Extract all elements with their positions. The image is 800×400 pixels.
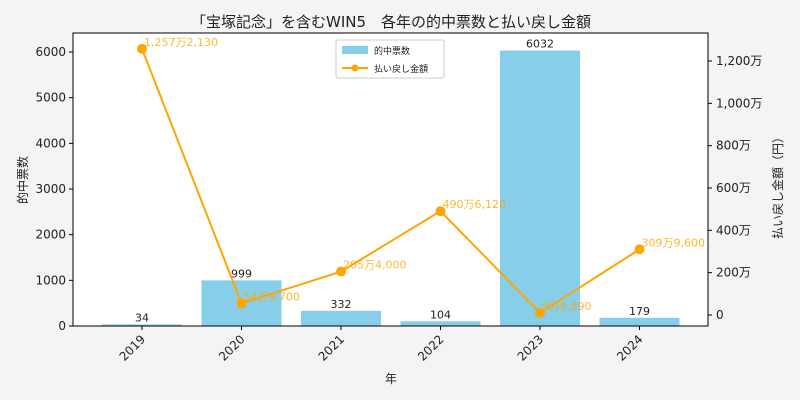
left-tick-label: 3000 [35, 182, 66, 196]
bar-value-label: 6032 [526, 38, 554, 51]
right-tick-label: 800万 [716, 139, 751, 153]
right-tick-label: 200万 [716, 266, 751, 280]
right-tick-label: 400万 [716, 223, 751, 237]
x-tick-label: 2019 [117, 332, 148, 363]
x-axis-label: 年 [385, 372, 397, 386]
line-value-label: 205万4,000 [343, 259, 407, 272]
legend-line-marker [351, 64, 359, 72]
bar [599, 317, 680, 326]
x-tick-label: 2021 [316, 332, 347, 363]
plot-area [73, 33, 708, 326]
legend: 的中票数 払い戻し金額 [335, 39, 445, 79]
legend-bar-label: 的中票数 [374, 45, 410, 57]
left-tick-label: 2000 [35, 228, 66, 242]
chart-title: 「宝塚記念」を含むWIN5 各年の的中票数と払い戻し金額 [191, 13, 591, 31]
plot-frame [72, 32, 709, 327]
line-marker [535, 307, 545, 318]
right-axis: 0 200万 400万 600万 800万 1,000万 1,200万 [708, 54, 762, 322]
right-axis-label: 払い戻し金額（円） [770, 131, 785, 239]
left-tick-label: 4000 [35, 136, 66, 150]
bar-value-label: 34 [135, 311, 149, 324]
left-tick-label: 1000 [35, 273, 66, 287]
right-tick-label: 600万 [716, 181, 751, 195]
left-tick-label: 5000 [35, 91, 66, 105]
bar-value-label: 104 [430, 308, 451, 321]
bar-value-label: 999 [231, 267, 252, 280]
left-axis: 0 1000 2000 3000 4000 5000 6000 [35, 45, 73, 333]
left-tick-label: 6000 [35, 45, 66, 59]
line-marker [336, 266, 346, 277]
bar [301, 310, 381, 326]
x-tick-label: 2022 [415, 332, 446, 363]
line-marker [634, 244, 645, 255]
line-value-label: 54万9,700 [244, 290, 301, 303]
line-marker [236, 298, 247, 309]
right-tick-label: 1,000万 [716, 96, 762, 110]
line-value-label: 1,257万2,130 [144, 36, 218, 49]
left-tick-label: 0 [58, 319, 66, 333]
line-value-label: 490万6,120 [443, 198, 507, 211]
legend-bar-swatch [342, 46, 368, 54]
bar-series: 34 999 332 104 6032 179 [102, 38, 680, 326]
line-marker [435, 206, 446, 217]
bar [400, 321, 481, 326]
bar [500, 50, 580, 326]
x-tick-label: 2023 [515, 332, 546, 363]
line-value-label: 9万9,890 [542, 300, 592, 313]
right-tick-label: 0 [716, 308, 724, 322]
line-value-label: 309万9,600 [642, 236, 706, 249]
bar-value-label: 332 [331, 298, 352, 311]
left-axis-label: 的中票数 [15, 156, 30, 204]
legend-line-label: 払い戻し金額 [374, 63, 428, 75]
x-tick-label: 2020 [216, 332, 247, 363]
payout-line [141, 48, 641, 315]
right-tick-label: 1,200万 [716, 54, 762, 68]
bar-value-label: 179 [629, 305, 650, 318]
x-tick-label: 2024 [614, 332, 645, 363]
x-axis: 2019 2020 2021 2022 2023 2024 [117, 326, 646, 364]
line-series: 1,257万2,130 54万9,700 205万4,000 490万6,120 9万9… [137, 36, 705, 318]
bar [102, 324, 182, 326]
line-marker [137, 43, 147, 54]
